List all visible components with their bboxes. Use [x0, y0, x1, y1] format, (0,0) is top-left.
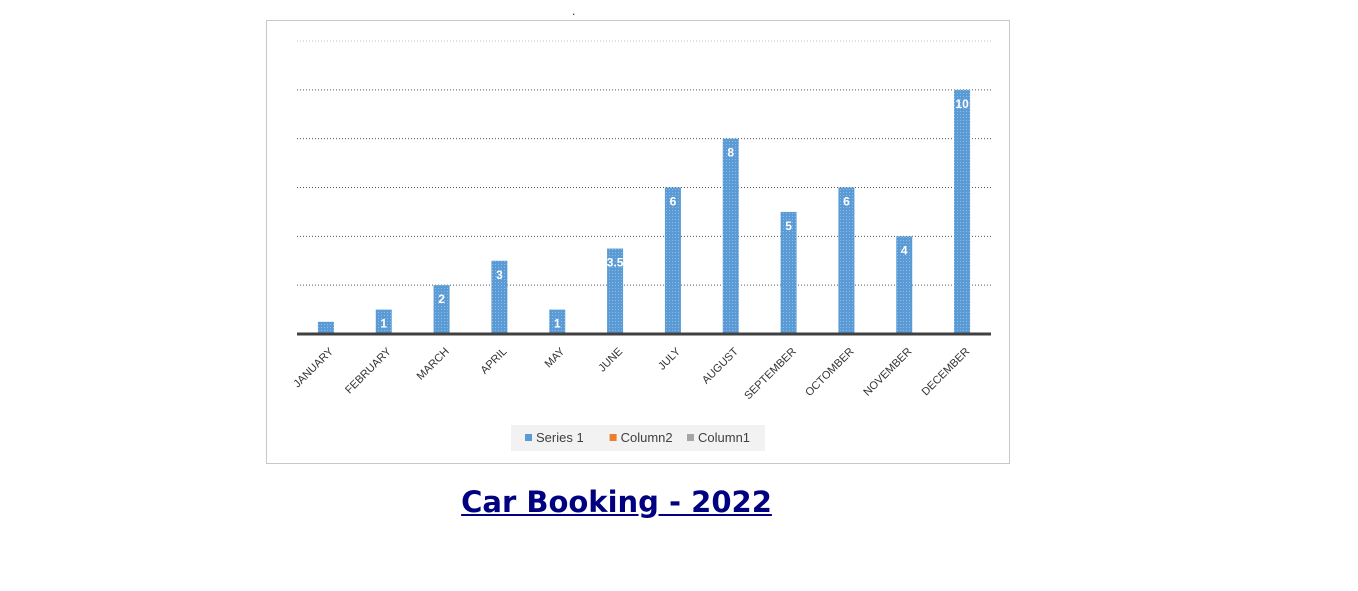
bar-december — [954, 89, 971, 334]
legend-label: Series 1 — [536, 430, 584, 445]
bar-march — [433, 285, 450, 334]
data-labels: 1 2 3 1 3.5 6 8 5 6 4 10 — [380, 97, 969, 331]
bar-july — [664, 187, 681, 334]
bar-september — [780, 211, 797, 334]
data-label: 3.5 — [607, 256, 624, 270]
bar-june — [607, 248, 624, 334]
bar-octomber — [838, 187, 855, 334]
data-label: 1 — [380, 317, 387, 331]
legend-label: Column2 — [621, 430, 673, 445]
data-label: 6 — [843, 195, 850, 209]
x-tick-label: JANUARY — [291, 345, 336, 390]
bar-february — [375, 309, 392, 334]
data-label: 1 — [554, 317, 561, 331]
x-tick-label: DECEMBER — [920, 346, 973, 399]
data-label: 8 — [727, 146, 734, 160]
bar-chart: 1 2 3 1 3.5 6 8 5 6 4 10 JANUARY FEBRUARY MARCH APRIL M… — [291, 40, 991, 451]
bar-november — [896, 236, 913, 334]
data-label: 5 — [785, 219, 792, 233]
x-tick-label: FEBRUARY — [343, 345, 394, 396]
x-tick-label: NOVEMBER — [861, 346, 914, 399]
legend-swatch — [609, 434, 617, 441]
x-tick-label: JUNE — [596, 346, 625, 375]
x-tick-label: MAY — [543, 345, 568, 370]
data-label: 6 — [670, 195, 677, 209]
x-tick-labels: JANUARY FEBRUARY MARCH APRIL MAY JUNE JULY AUGU… — [291, 345, 972, 402]
chart-caption[interactable]: Car Booking - 2022 — [461, 485, 772, 519]
x-tick-label: MARCH — [415, 346, 452, 383]
data-label: 2 — [438, 292, 445, 306]
bar-may — [549, 309, 566, 334]
bar-series-1 — [317, 89, 971, 334]
data-label: 10 — [955, 97, 969, 111]
x-tick-label: AUGUST — [700, 345, 741, 386]
chart-frame: 1 2 3 1 3.5 6 8 5 6 4 10 JANUARY FEBRUARY MARCH APRIL M… — [266, 20, 1010, 464]
data-label: 3 — [496, 268, 503, 282]
legend: Series 1 Column2 Column1 — [511, 425, 765, 451]
legend-label: Column1 — [698, 430, 750, 445]
legend-swatch — [525, 434, 532, 441]
top-dot-mark: . — [572, 4, 576, 18]
bar-august — [722, 138, 739, 334]
data-label: 4 — [901, 243, 908, 257]
x-tick-label: SEPTEMBER — [742, 346, 799, 403]
legend-swatch — [687, 434, 694, 441]
x-tick-label: OCTOMBER — [803, 346, 856, 399]
x-tick-label: JULY — [656, 345, 683, 372]
legend-background — [511, 425, 765, 451]
gridlines — [297, 40, 991, 286]
x-tick-label: APRIL — [479, 346, 510, 377]
bar-january — [317, 321, 334, 334]
bar-april — [491, 260, 508, 334]
